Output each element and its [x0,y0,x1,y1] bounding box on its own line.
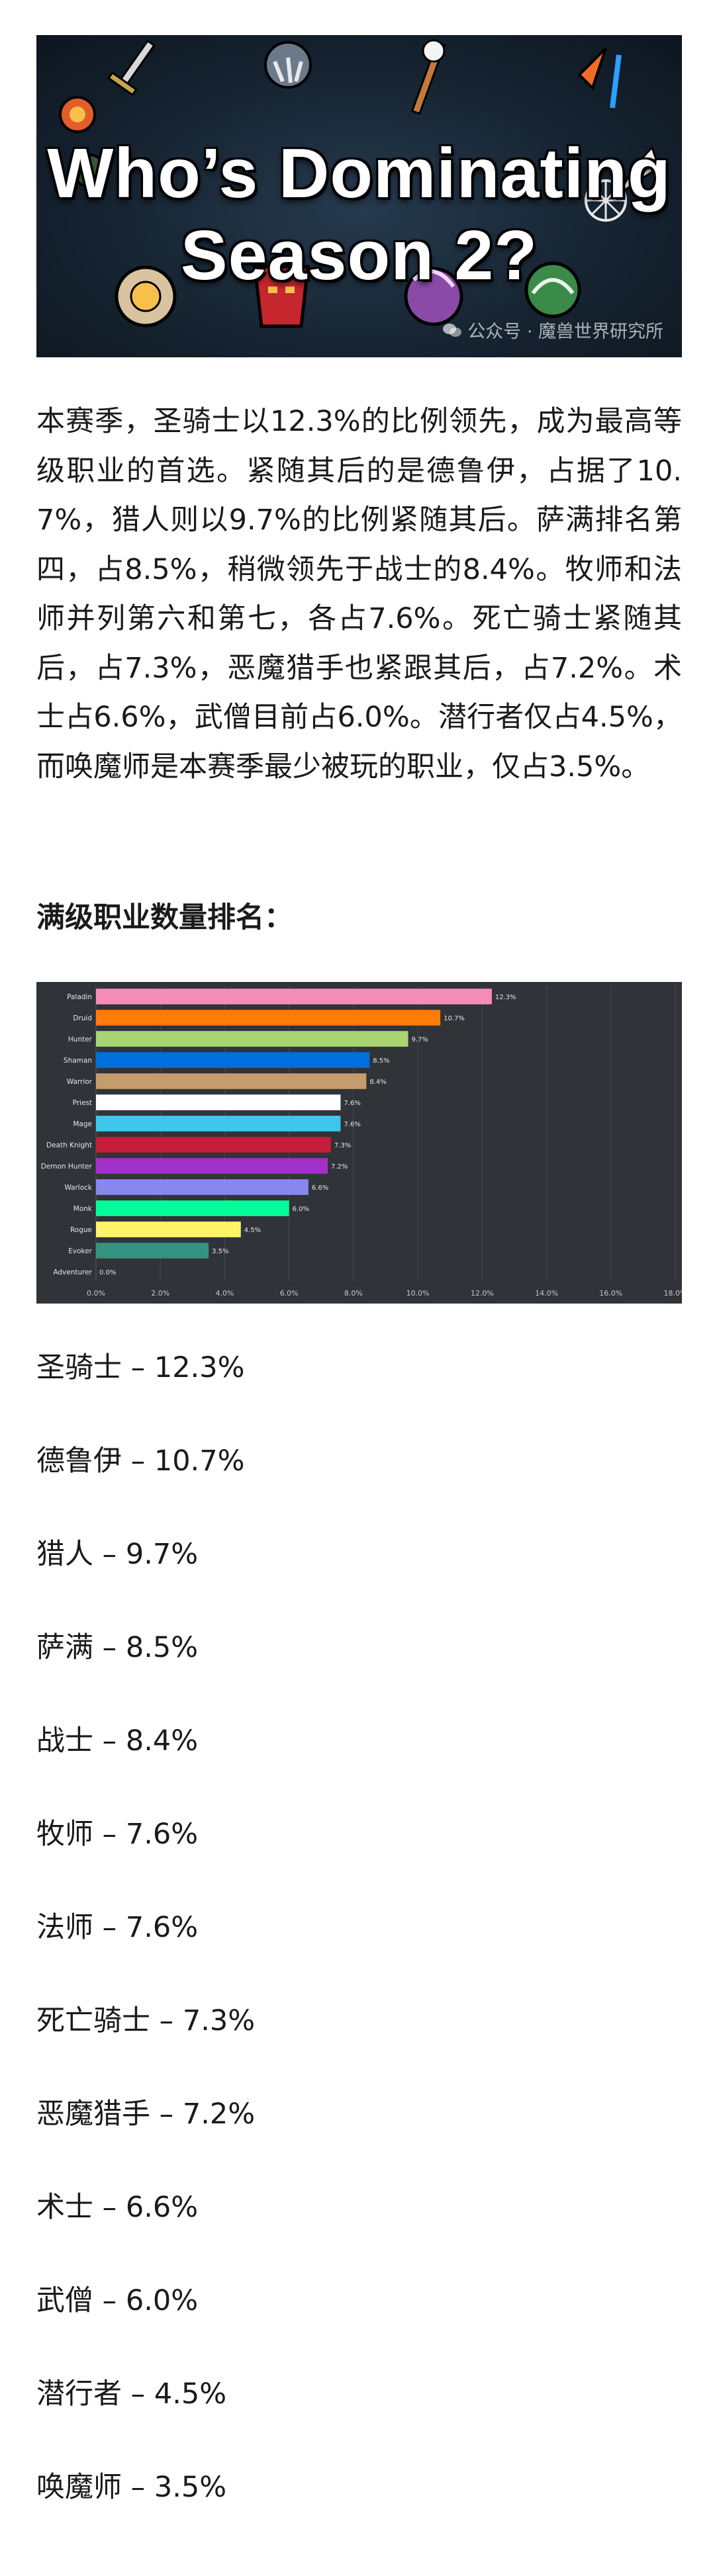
ranking-item: 战士 – 8.4% [36,1724,199,1757]
section-title: 满级职业数量排名： [36,901,293,934]
class-distribution-chart: 0.0% 2.0% 4.0% 6.0% 8.0% 10.0% 12.0% 14.0% 16.0%… [36,982,682,1304]
data-label: 8.4% [369,1079,386,1086]
data-label: 7.3% [334,1142,351,1149]
ranking-item: 德鲁伊 – 10.7% [36,1444,245,1478]
bar [96,1073,367,1089]
data-label: 6.6% [312,1184,328,1192]
banner-title-line1: Who’s Dominating [47,134,671,212]
data-label: 9.7% [412,1036,428,1044]
x-tick-label: 2.0% [151,1289,169,1298]
ranking-item: 死亡骑士 – 7.3% [36,2004,256,2037]
data-label: 4.5% [244,1227,261,1234]
bar [96,1158,328,1174]
bar [96,1243,209,1259]
data-label: 12.3% [495,994,516,1001]
data-label: 7.6% [344,1121,360,1128]
bar [96,1200,289,1216]
y-tick-label: Hunter [68,1036,93,1044]
chart-svg: 0.0% 2.0% 4.0% 6.0% 8.0% 10.0% 12.0% 14.0% 16.0%… [41,986,682,1298]
data-label: 0.0% [99,1269,116,1276]
bar [96,1052,370,1068]
serpent-icon [524,261,581,318]
sun-shield-icon [115,265,177,328]
y-tick-label: Mage [73,1120,92,1128]
bar [96,1179,309,1195]
ranking-item: 术士 – 6.6% [36,2191,199,2224]
y-tick-label: Paladin [67,993,92,1001]
data-label: 8.5% [373,1057,389,1065]
x-tick-label: 10.0% [406,1289,430,1298]
article-paragraph: 本赛季，圣骑士以12.3%的比例领先，成为最高等级职业的首选。紧随其后的是德鲁伊… [36,405,682,783]
x-tick-label: 16.0% [599,1289,622,1298]
y-tick-label: Death Knight [46,1141,92,1149]
x-tick-label: 14.0% [535,1289,558,1298]
sword-icon [107,39,156,97]
y-tick-label: Shaman [64,1057,92,1065]
ranking-item: 萨满 – 8.5% [36,1631,199,1664]
ranking-item: 恶魔猎手 – 7.2% [36,2098,256,2131]
bar [96,1094,341,1110]
data-label: 7.6% [344,1100,360,1107]
demon-mask-icon [253,265,310,328]
data-label: 6.0% [293,1206,309,1213]
y-tick-label: Demon Hunter [41,1163,93,1171]
x-tick-label: 18.0% [664,1289,682,1298]
ranking-item: 法师 – 7.6% [36,1911,199,1944]
bar [96,1221,241,1237]
bar [96,1031,408,1047]
y-tick-label: Warlock [64,1184,93,1192]
ranking-item: 牧师 – 7.6% [36,1818,199,1851]
wechat-icon [443,323,462,337]
x-tick-label: 4.0% [215,1289,234,1298]
x-tick-label: 8.0% [344,1289,363,1298]
y-tick-label: Rogue [70,1226,92,1234]
claw-icon [264,41,312,89]
y-tick-label: Monk [73,1205,93,1213]
ranking-list: 圣骑士 – 12.3% 德鲁伊 – 10.7% 猎人 – 9.7% 萨满 – 8.5%… [36,1343,255,2556]
ranking-item: 唤魔师 – 3.5% [36,2471,227,2504]
data-label: 10.7% [444,1015,465,1022]
watermark-text: 公众号 · 魔兽世界研究所 [467,322,663,342]
bar [96,989,492,1004]
skull-icon [72,154,107,188]
data-label: 7.2% [331,1163,348,1171]
banner-title-line2: Season 2? [180,216,538,294]
y-tick-label: Druid [73,1014,92,1022]
trident-icon [577,47,622,109]
y-tick-label: Adventurer [53,1268,92,1276]
watermark: 公众号 · 魔兽世界研究所 [442,317,663,343]
x-tick-label: 12.0% [471,1289,494,1298]
feather-icon [616,146,660,197]
flame-icon [59,96,96,133]
class-icons-decoration [59,39,660,328]
hero-banner-image: Who’s Dominating Season 2? 公众号 · 魔兽世界研究所 [36,35,682,357]
ranking-item: 潜行者 – 4.5% [36,2377,227,2411]
x-tick-label: 0.0% [87,1289,105,1298]
bar [96,1010,441,1026]
y-tick-label: Warrior [67,1078,93,1086]
bar [96,1137,331,1153]
y-tick-label: Priest [73,1099,92,1107]
data-label: 3.5% [212,1248,228,1255]
ranking-item: 猎人 – 9.7% [36,1538,199,1571]
ranking-item: 武僧 – 6.0% [36,2284,199,2317]
y-tick-label: Evoker [68,1247,92,1255]
bar [96,1116,341,1132]
x-tick-label: 6.0% [280,1289,299,1298]
staff-icon [410,39,446,115]
ranking-item: 圣骑士 – 12.3% [36,1351,245,1384]
web-icon [585,179,627,222]
tentacle-icon [404,267,463,326]
